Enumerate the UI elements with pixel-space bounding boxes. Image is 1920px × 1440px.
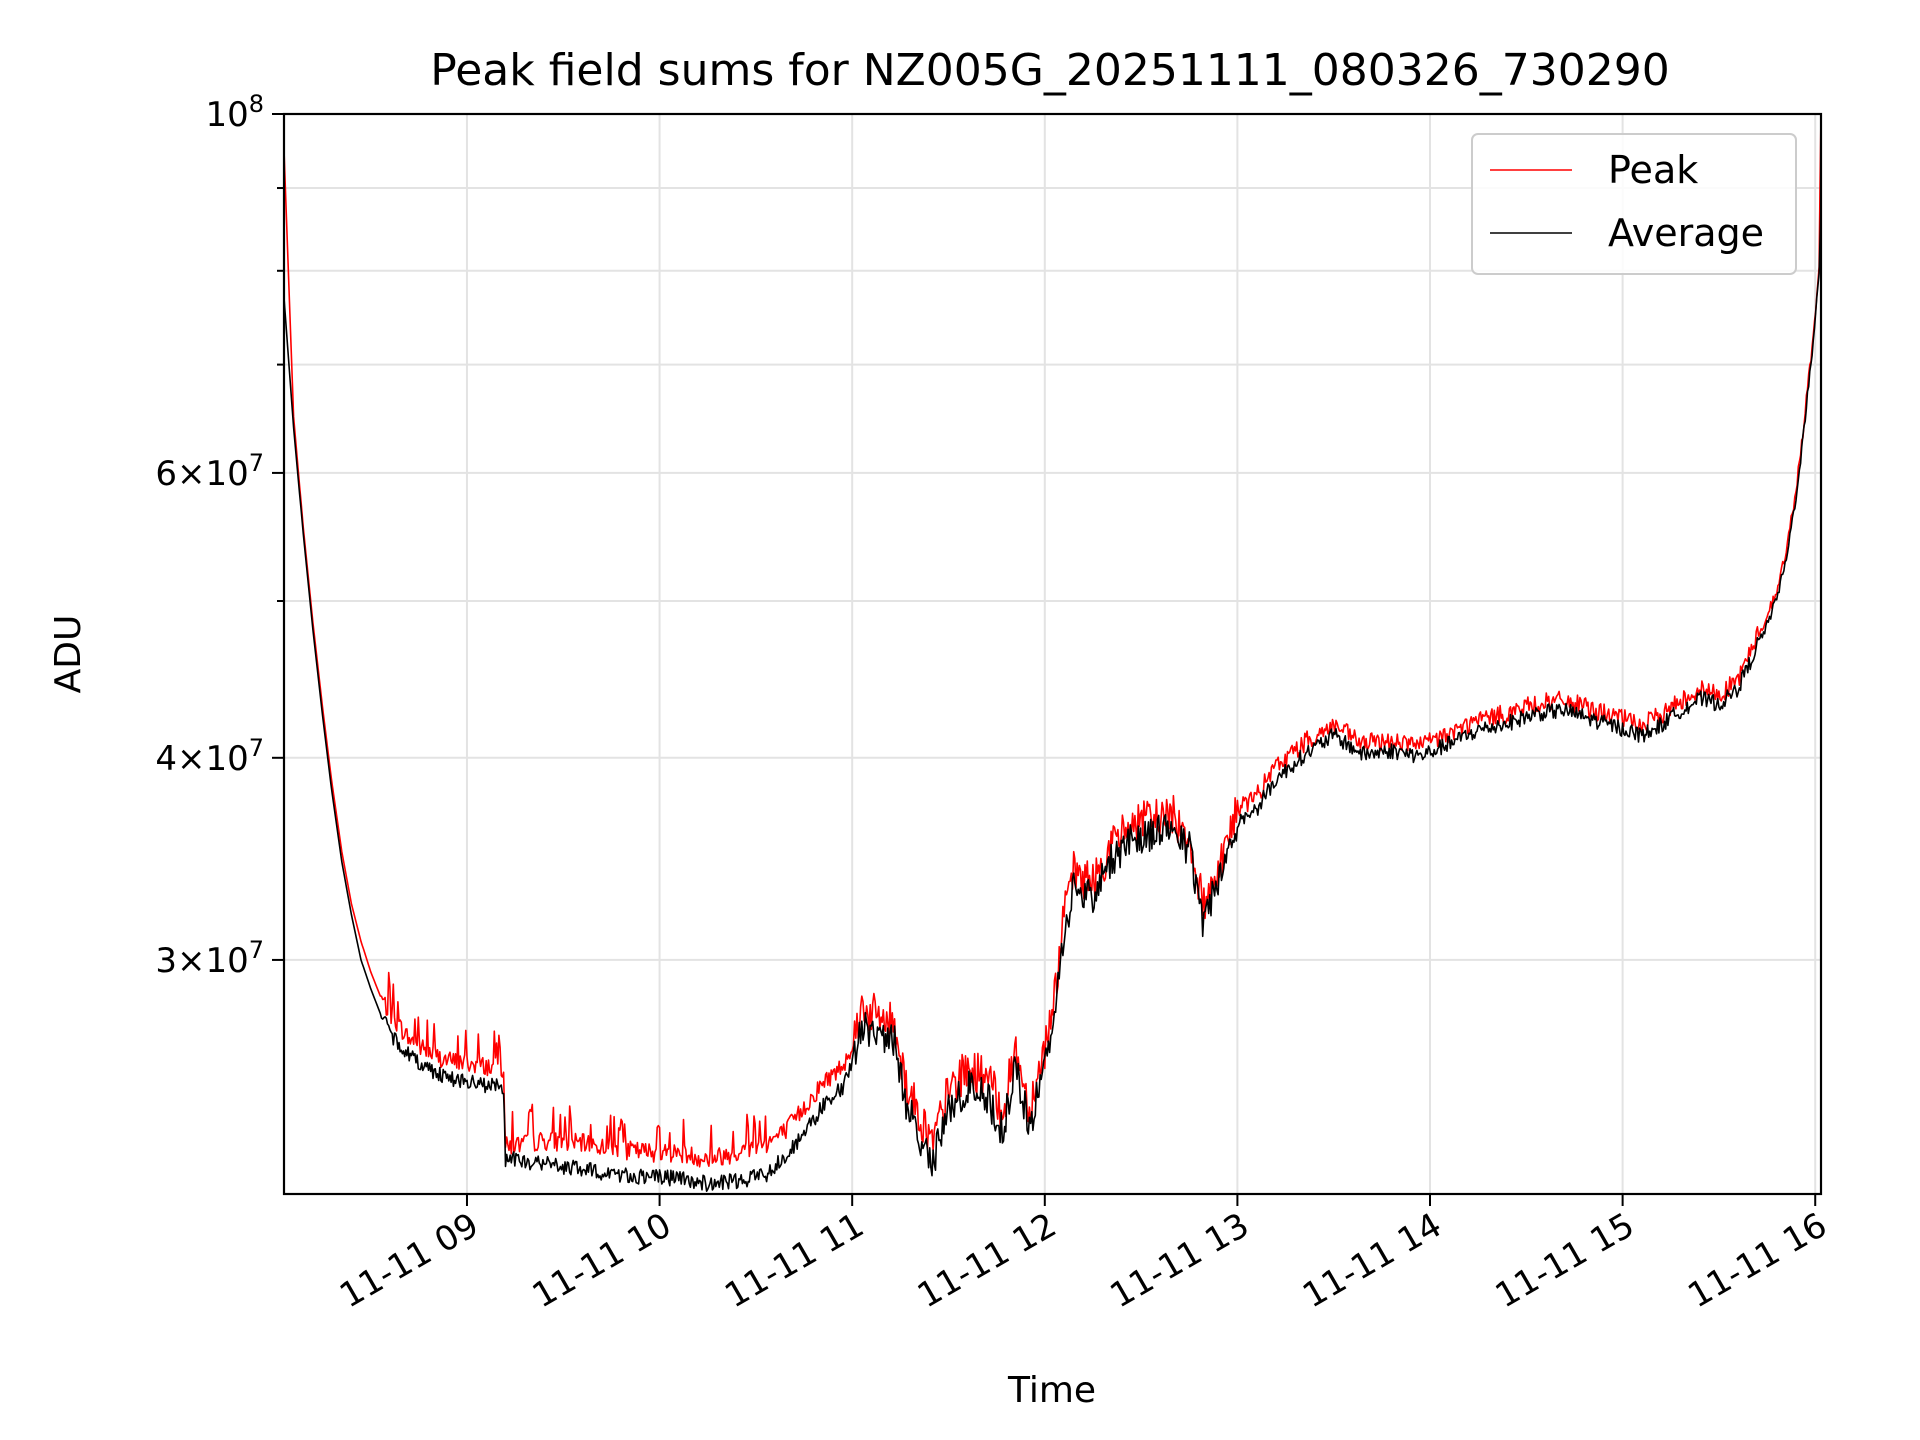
series-line-average xyxy=(283,203,1822,1192)
series-layer xyxy=(283,113,1822,1192)
legend-peak-label: Peak xyxy=(1608,148,1698,192)
chart-title: Peak field sums for NZ005G_20251111_0803… xyxy=(430,45,1669,96)
x-tick-label: 11-11 16 xyxy=(1681,1205,1833,1316)
plot-frame xyxy=(282,112,1823,1196)
legend-average-label: Average xyxy=(1608,211,1764,255)
x-axis-label: Time xyxy=(1007,1370,1096,1411)
y-tick-label: 4×107 xyxy=(155,734,264,779)
legend: Peak Average xyxy=(1471,133,1797,275)
x-tick-label: 11-11 09 xyxy=(333,1205,485,1316)
x-tick-label: 11-11 12 xyxy=(911,1205,1063,1316)
x-tick-label: 11-11 11 xyxy=(718,1205,870,1316)
legend-box xyxy=(1471,133,1797,275)
series-line-peak xyxy=(283,113,1822,1168)
x-tick-label: 11-11 13 xyxy=(1104,1205,1256,1316)
x-tick-label: 11-11 15 xyxy=(1489,1205,1641,1316)
y-tick-label: 3×107 xyxy=(155,936,264,981)
y-tick-label: 108 xyxy=(205,90,264,135)
y-axis-label: ADU xyxy=(48,615,89,694)
x-tick-label: 11-11 14 xyxy=(1296,1205,1448,1316)
y-tick-label: 6×107 xyxy=(155,449,264,494)
x-tick-label: 11-11 10 xyxy=(526,1205,678,1316)
